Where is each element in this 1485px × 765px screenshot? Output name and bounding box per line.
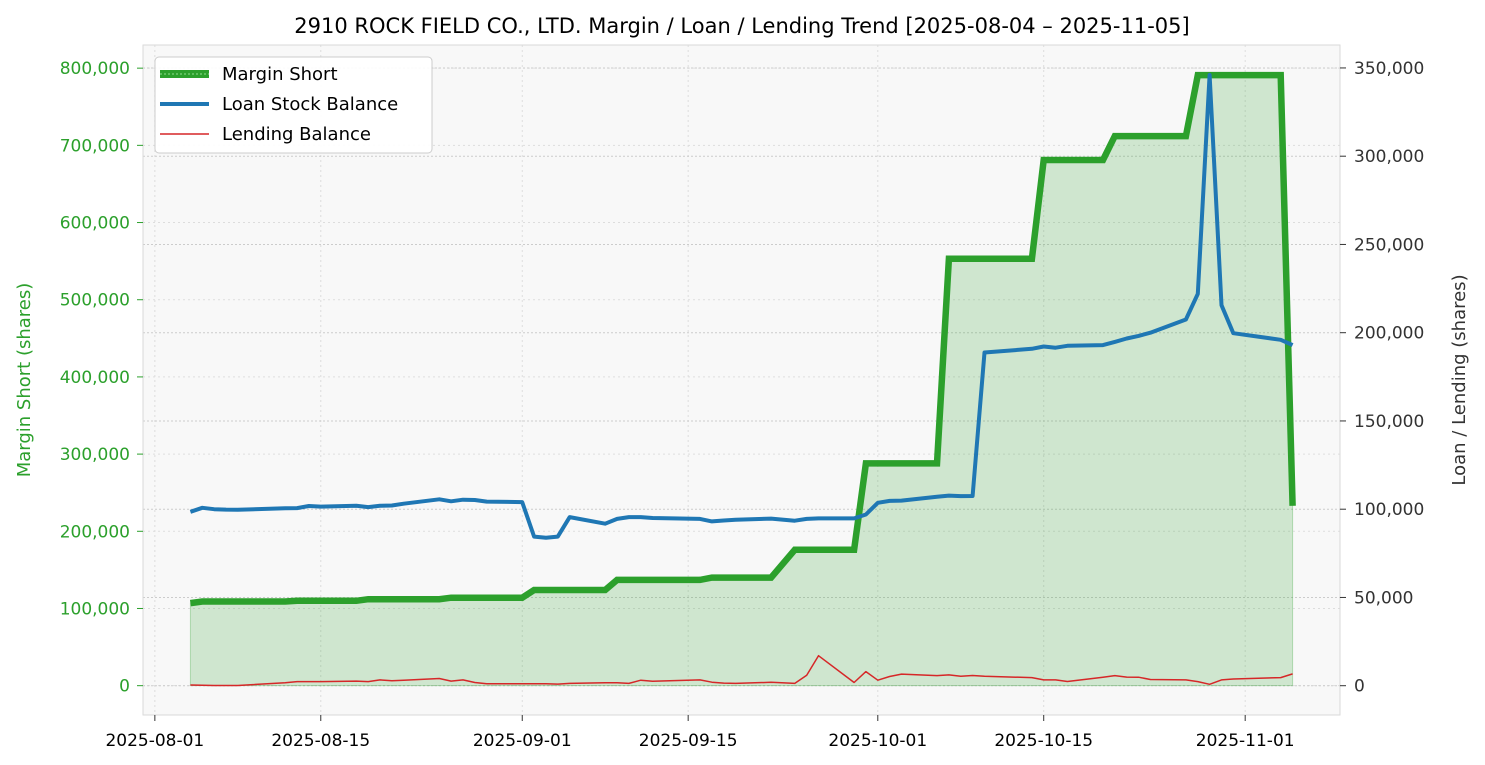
y-left-tick-label: 600,000 xyxy=(60,214,130,234)
y-left-tick-label: 400,000 xyxy=(60,368,130,388)
x-tick-label: 2025-08-01 xyxy=(105,731,204,751)
x-tick-label: 2025-10-15 xyxy=(994,731,1093,751)
loan-stock-balance-line xyxy=(189,73,1294,540)
plot-frame xyxy=(142,44,1341,716)
x-tick-label: 2025-11-01 xyxy=(1196,731,1295,751)
y-left-tick-label: 100,000 xyxy=(60,599,130,619)
y-right-tick-label: 150,000 xyxy=(1354,412,1424,432)
x-tick-label: 2025-09-15 xyxy=(639,731,738,751)
y-right-tick-label: 350,000 xyxy=(1354,59,1424,79)
chart-title: 2910 ROCK FIELD CO., LTD. Margin / Loan … xyxy=(294,14,1189,38)
y-right-tick-label: 0 xyxy=(1354,677,1365,697)
legend-label: Loan Stock Balance xyxy=(222,94,398,115)
x-tick-label: 2025-08-15 xyxy=(271,731,370,751)
y-left-tick-label: 0 xyxy=(119,677,130,697)
y-axis-right-label: Loan / Lending (shares) xyxy=(1449,274,1470,485)
legend-box xyxy=(154,56,433,154)
y-right-tick-label: 300,000 xyxy=(1354,147,1424,167)
y-right-tick-label: 100,000 xyxy=(1354,500,1424,520)
y-axis-left-label: Margin Short (shares) xyxy=(14,283,35,478)
y-right-tick-label: 50,000 xyxy=(1354,588,1413,608)
y-left-tick-label: 800,000 xyxy=(60,59,130,79)
legend-loan-stock-balance: Loan Stock Balance xyxy=(160,94,398,115)
legend-label: Margin Short xyxy=(222,64,338,85)
legend-lending-balance: Lending Balance xyxy=(160,124,371,145)
x-tick-label: 2025-10-01 xyxy=(828,731,927,751)
legend: Margin Short Loan Stock Balance Lending Ba… xyxy=(154,56,433,154)
y-left-tick-label: 200,000 xyxy=(60,522,130,542)
legend-label: Lending Balance xyxy=(222,124,371,145)
y-left-tick-label: 500,000 xyxy=(60,291,130,311)
y-right-tick-label: 200,000 xyxy=(1354,324,1424,344)
lending-balance-line xyxy=(190,654,1293,687)
y-left-tick-label: 700,000 xyxy=(60,136,130,156)
series-layer xyxy=(189,71,1296,687)
axes: 2025-08-01 2025-08-15 2025-09-01 2025-09-15… xyxy=(60,59,1425,751)
y-right-tick-label: 250,000 xyxy=(1354,235,1424,255)
margin-short-line xyxy=(189,71,1296,607)
grid xyxy=(143,45,1340,715)
y-left-tick-label: 300,000 xyxy=(60,445,130,465)
x-tick-label: 2025-09-01 xyxy=(473,731,572,751)
legend-margin-short: Margin Short xyxy=(160,64,338,85)
